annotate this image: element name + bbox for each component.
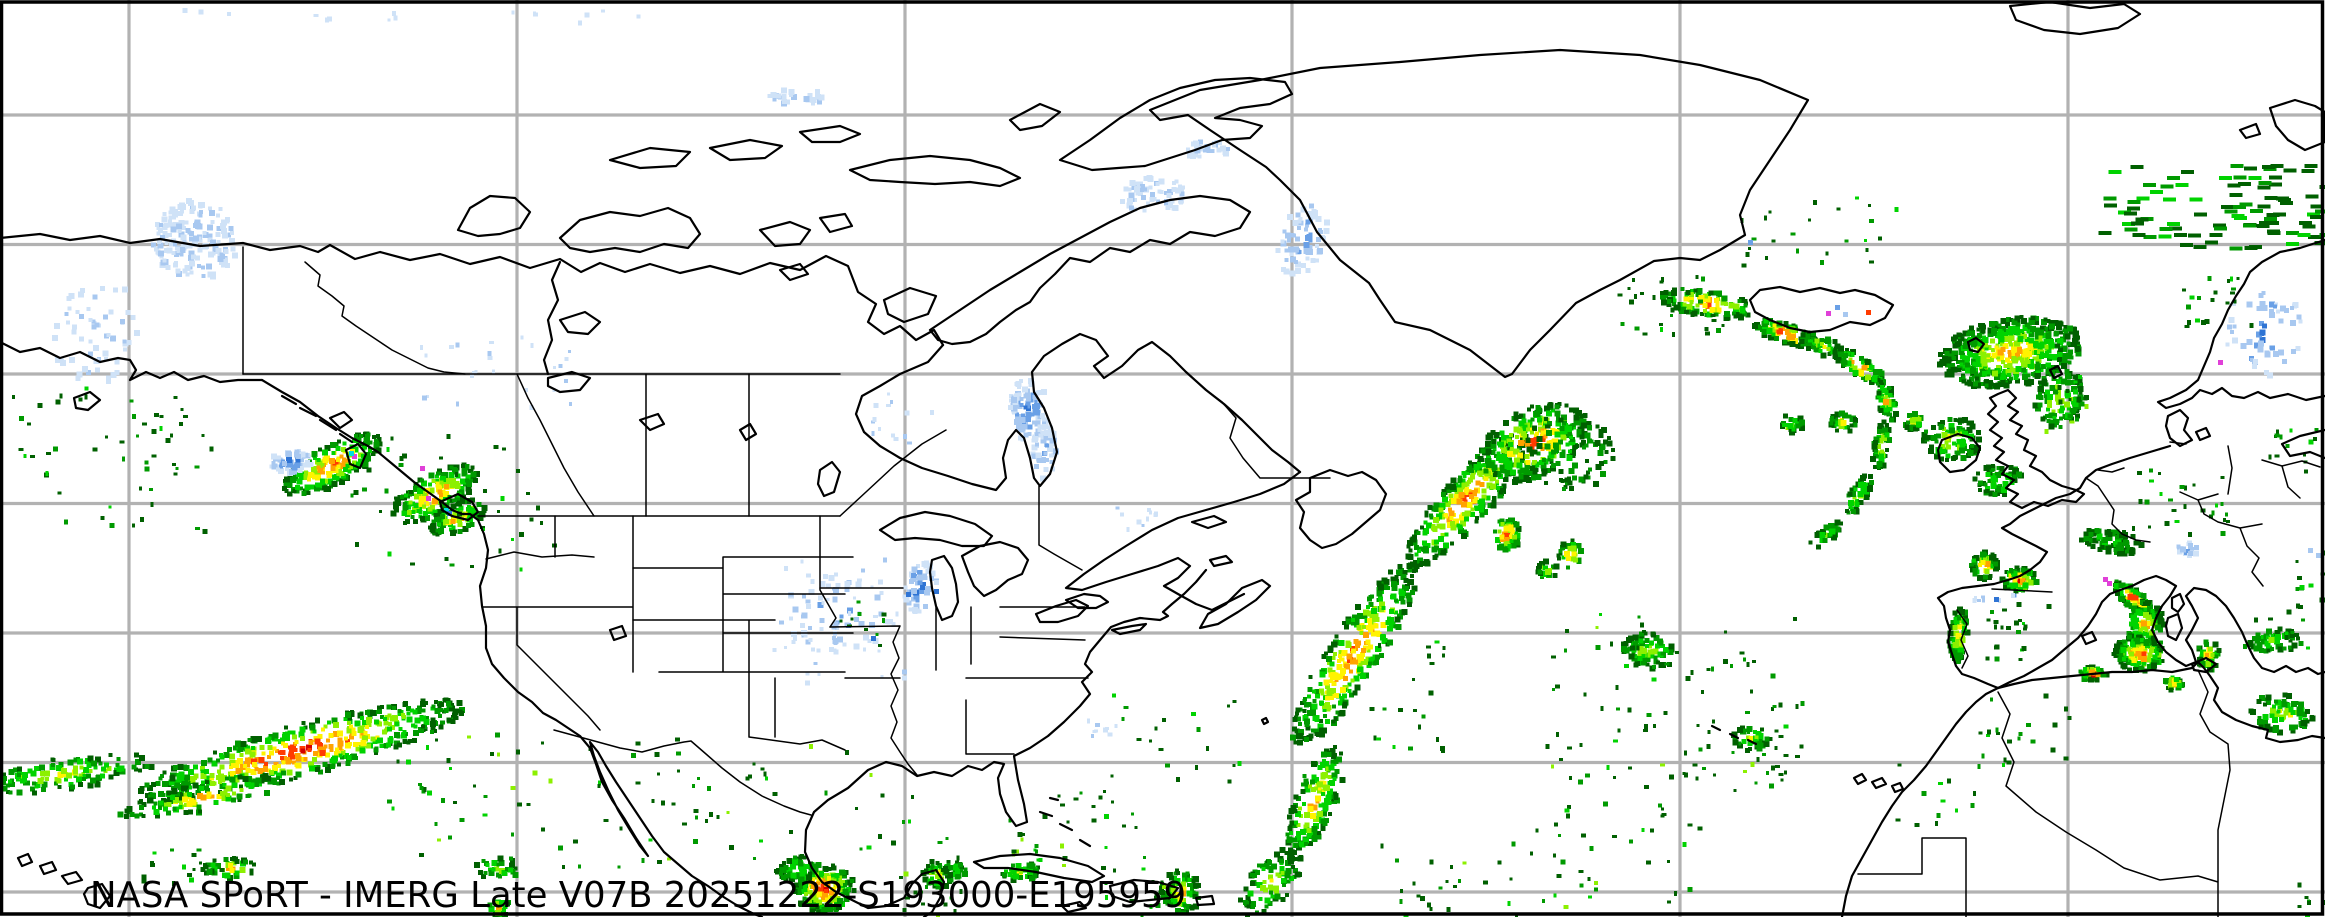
europe-coastline xyxy=(1936,444,2325,690)
canary-islands xyxy=(1852,772,1905,794)
vancouver-island xyxy=(438,492,480,522)
corsica-island xyxy=(2170,592,2186,614)
cornwallis-island xyxy=(798,124,862,144)
sicily-island xyxy=(2190,656,2218,674)
svalbard-islands xyxy=(2238,98,2325,152)
bahamas-islands xyxy=(1038,796,1092,848)
lake-superior xyxy=(878,510,994,548)
ellesmere-island xyxy=(1058,76,1294,172)
ontario-quebec-border xyxy=(1038,485,1083,571)
us-state-borders-east xyxy=(965,606,1089,755)
mackenzie-river xyxy=(542,260,562,376)
reindeer-lake xyxy=(738,422,758,442)
hudson-bay-coastline xyxy=(854,332,1302,492)
lake-erie xyxy=(1034,598,1090,624)
arctic-coastline xyxy=(0,232,945,347)
lake-huron xyxy=(960,540,1030,598)
jamaica-island xyxy=(1060,900,1088,914)
somerset-island xyxy=(818,212,854,234)
sardinia-island xyxy=(2164,612,2184,642)
alexander-archipelago xyxy=(280,394,354,444)
anticosti-island xyxy=(1190,514,1228,530)
bathurst-island xyxy=(708,138,784,162)
lake-michigan xyxy=(928,554,960,622)
prince-of-wales-island xyxy=(758,220,812,248)
southampton-island xyxy=(882,286,938,324)
quebec-labrador-border xyxy=(1205,389,1331,479)
us-state-borders-midwest xyxy=(819,587,972,776)
north-africa-coastline xyxy=(1996,660,2325,744)
us-state-borders-texas xyxy=(748,671,846,751)
arctic-north-landmass xyxy=(2008,0,2142,36)
baltic-coastline xyxy=(2280,428,2325,460)
long-island xyxy=(1110,622,1148,636)
azores-islands xyxy=(1710,724,1758,746)
alaska-south-coastline xyxy=(0,340,264,384)
hispaniola-coastline xyxy=(1108,878,1180,904)
lake-ontario xyxy=(1064,592,1110,610)
us-state-borders-plains xyxy=(632,515,854,673)
devon-island xyxy=(848,154,1022,188)
axel-heiberg-island xyxy=(1008,102,1062,132)
bermuda-island xyxy=(1260,716,1270,726)
haida-gwaii-island xyxy=(344,442,368,470)
us-east-gulf-coastline xyxy=(803,568,1208,917)
king-william-island xyxy=(778,262,810,282)
shetland-islands xyxy=(2048,364,2064,380)
baffin-island xyxy=(928,194,1252,346)
us-mexico-border xyxy=(553,729,812,816)
yukon-nwt-border xyxy=(304,261,466,375)
hawaii-islands xyxy=(16,852,112,910)
us-state-borders-west xyxy=(481,515,634,731)
prince-edward-island xyxy=(1208,554,1234,568)
product-annotation: NASA SPoRT - IMERG Late V07B 20251222-S1… xyxy=(90,875,1186,916)
lake-winnipeg xyxy=(816,460,842,498)
faroe-islands xyxy=(1966,336,1986,354)
kodiak-island xyxy=(72,390,102,412)
banks-island xyxy=(456,194,532,238)
nw-africa-coastline xyxy=(1840,686,2000,917)
iceland-coastline xyxy=(1748,285,1895,334)
political-borders-layer xyxy=(242,246,2321,917)
denmark-coastline xyxy=(2164,408,2212,448)
bc-alberta-border xyxy=(516,373,595,517)
africa-borders xyxy=(1857,669,2231,917)
great-salt-lake xyxy=(608,624,628,642)
pacific-coastline xyxy=(260,378,764,917)
newfoundland-island xyxy=(1294,468,1388,550)
europe-borders xyxy=(1956,441,2321,669)
greenland-coastline xyxy=(1148,48,1810,379)
ireland-coastline xyxy=(1936,432,1982,474)
scandinavia-coastline xyxy=(2156,238,2325,410)
precipitation-layer xyxy=(0,7,2325,917)
victoria-island xyxy=(558,206,702,254)
melville-island xyxy=(608,146,692,170)
nova-scotia-coastline xyxy=(1198,578,1272,630)
great-slave-lake xyxy=(546,370,592,394)
puerto-rico-island xyxy=(1194,894,1216,907)
cuba-coastline xyxy=(972,852,1106,884)
manitoba-ontario-border xyxy=(839,429,947,517)
great-bear-lake xyxy=(558,310,602,336)
mallorca-island xyxy=(2080,630,2098,646)
great-britain-coastline xyxy=(1986,388,2086,510)
